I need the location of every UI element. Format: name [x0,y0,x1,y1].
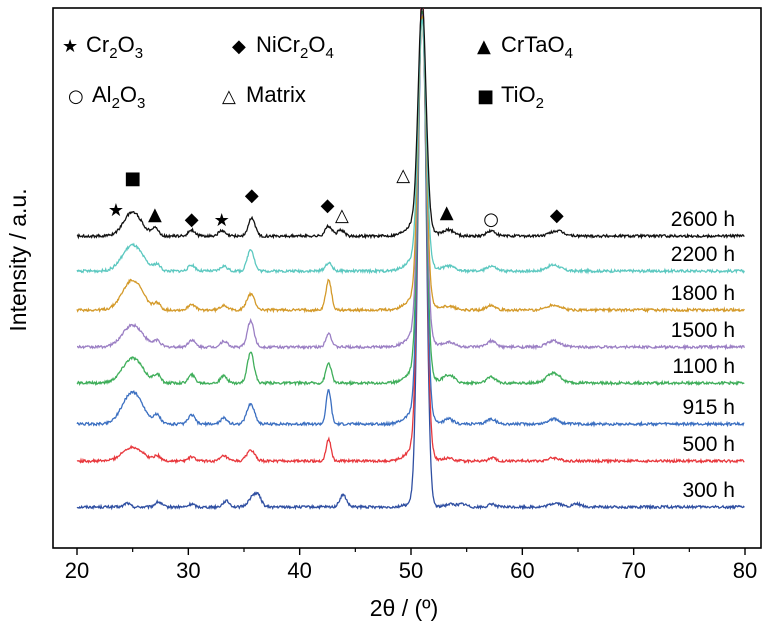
y-axis-title: Intensity / a.u. [5,188,31,331]
x-tick-label: 70 [621,558,645,583]
x-tick-label: 30 [176,558,200,583]
legend-symbol-circle-open: ○ [68,86,84,107]
legend-label: Al2O3 [92,82,145,112]
series-label-915h: 915 h [682,396,735,419]
annotation-CrTaO4-marker: ▲ [148,204,162,225]
annotation-CrTaO4-marker: ▲ [440,202,454,223]
legend-label: CrTaO4 [501,32,573,62]
legend-symbol-square-filled: ■ [477,86,494,107]
legend-entry-CrTaO4: ▲ CrTaO4 [477,32,573,62]
series-label-500h: 500 h [682,433,735,456]
legend-entry-TiO2: ■ TiO2 [477,82,544,112]
plot-frame [52,7,762,549]
annotations: ■★ ▲ ◆ ★◆ ◆ △△▲ ○ ◆ [108,165,564,231]
legend-label: Matrix [246,82,306,107]
series-label-1500h: 1500 h [671,319,735,342]
x-axis: 20 30 40 50 60 70 80 [65,548,757,583]
legend-entry-Al2O3: ○ Al2O3 [68,82,145,112]
plot-area: 300 h 500 h 915 h 1100 h 1500 h 1800 h 2200 h 2… [52,7,762,549]
series-label-1100h: 1100 h [672,355,735,378]
series-line-2200h [76,18,745,275]
legend-entry-NiCr2O4: ◆ NiCr2O4 [232,32,334,62]
annotation-Cr2O3-marker: ★ [108,200,124,221]
series-label-2200h: 2200 h [671,243,735,266]
annotation-NiCr2O4-marker: ◆ [321,195,335,216]
legend-entry-Cr2O3: ★ Cr2O3 [62,32,143,62]
series-line-500h [76,8,745,465]
legend: ★ Cr2O3 ◆ NiCr2O4 ▲ CrTaO4 ○ Al2O3 △ Matrix ■ TiO2 [62,32,573,112]
x-tick-label: 40 [287,558,311,583]
legend-symbol-diamond: ◆ [232,36,246,57]
x-tick-label: 50 [399,558,423,583]
annotation-Cr2O3-marker: ★ [214,210,230,231]
annotation-Al2O3-marker: ○ [483,209,499,230]
series-label-1800h: 1800 h [671,282,735,305]
series-line-1100h [76,10,745,387]
x-tick-label: 80 [733,558,757,583]
series-label-2600h: 2600 h [671,208,735,231]
series-line-1800h [76,14,745,314]
legend-label: NiCr2O4 [256,32,334,62]
legend-symbol-star: ★ [62,36,78,57]
x-tick-label: 20 [65,558,89,583]
annotation-NiCr2O4-marker: ◆ [185,209,199,230]
series-line-915h [76,11,745,428]
legend-label: Cr2O3 [86,32,143,62]
series-line-2600h [76,8,745,240]
x-axis-title: 2θ / (º) [370,595,438,621]
series-line-300h [76,8,745,511]
legend-symbol-triangle-filled: ▲ [477,36,491,57]
annotation-NiCr2O4-marker: ◆ [550,205,564,226]
legend-label: TiO2 [501,82,544,112]
annotation-TiO2-marker: ■ [124,168,141,189]
series-label-300h: 300 h [682,479,735,502]
x-tick-label: 60 [510,558,534,583]
annotation-NiCr2O4-marker: ◆ [245,185,259,206]
legend-entry-Matrix: △ Matrix [222,82,306,107]
series-line-1500h [76,14,745,351]
annotation-Matrix-marker: △ [396,165,410,186]
annotation-Matrix-marker: △ [335,205,349,226]
legend-symbol-triangle-open: △ [222,86,236,107]
